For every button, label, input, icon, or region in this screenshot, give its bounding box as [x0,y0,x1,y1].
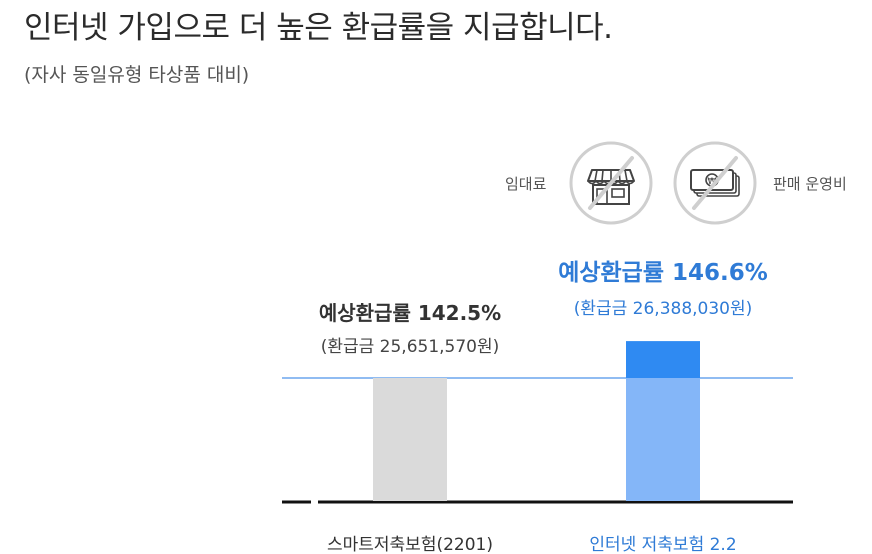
bar-2 [626,378,700,501]
category-label-2: 인터넷 저축보험 2.2 [589,535,736,554]
cash-icon: ₩ [673,141,757,225]
refund-label-1: (환급금 25,651,570원) [321,337,500,357]
page-subtitle: (자사 동일유형 타상품 대비) [24,64,250,86]
bar-2-excess [626,341,700,378]
operating-cost-label: 판매 운영비 [773,175,847,193]
bar-1 [373,378,447,501]
value-label-2: 예상환급률 146.6% [558,260,768,286]
svg-text:₩: ₩ [708,177,717,187]
category-label-1: 스마트저축보험(2201) [327,535,493,554]
refund-label-2: (환급금 26,388,030원) [574,299,753,319]
rent-label: 임대료 [505,175,547,193]
value-label-1: 예상환급률 142.5% [319,301,501,325]
page-title: 인터넷 가입으로 더 높은 환급률을 지급합니다. [24,10,613,46]
store-icon [569,141,653,225]
